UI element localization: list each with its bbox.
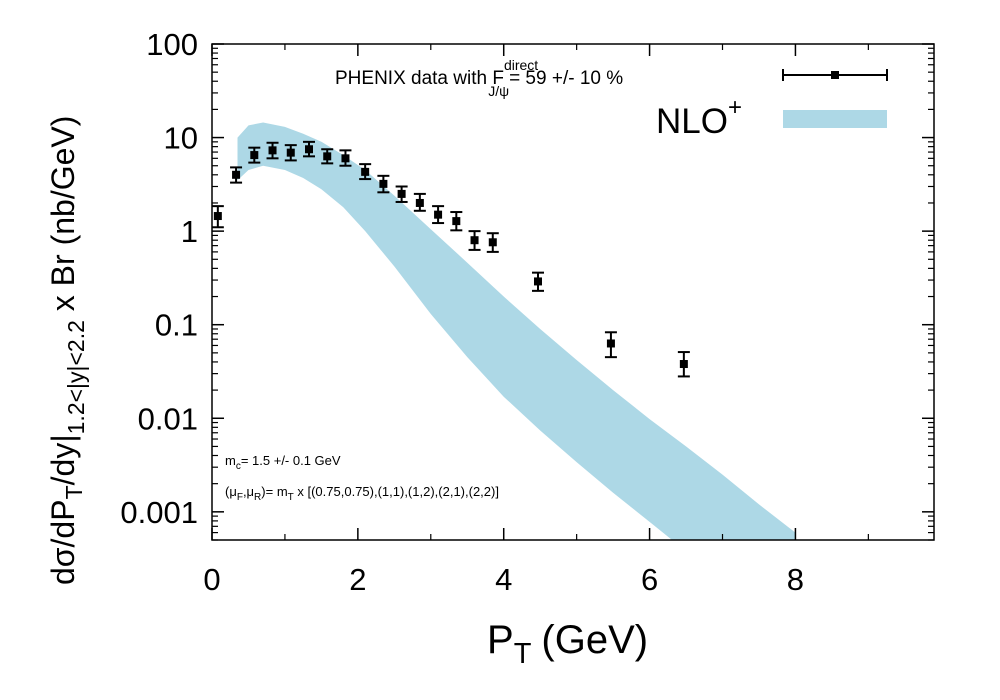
data-marker: [304, 145, 313, 154]
data-point: [531, 271, 544, 292]
data-marker: [679, 360, 688, 369]
y-tick-label: 0.1: [155, 308, 198, 343]
data-point: [395, 185, 408, 203]
data-marker: [470, 236, 479, 245]
x-axis-title: PT (GeV): [487, 618, 648, 670]
scales-annotation: (μF,μR)= mT x [(0.75,0.75),(1,1),(1,2),(…: [225, 484, 499, 503]
data-point: [468, 230, 481, 251]
data-point: [230, 166, 243, 184]
data-point: [359, 163, 372, 181]
x-tick-label: 2: [349, 562, 366, 597]
data-marker: [452, 217, 461, 226]
legend-nlo-swatch: [783, 110, 887, 128]
y-tick-label: 10: [164, 121, 198, 156]
y-tick-label: 1: [181, 214, 198, 249]
data-point: [486, 232, 499, 253]
data-marker: [397, 189, 406, 198]
data-point: [450, 211, 463, 232]
data-marker: [323, 152, 332, 161]
nlo-band: [237, 122, 796, 540]
data-marker: [379, 179, 388, 188]
data-marker: [341, 154, 350, 163]
legend-errorbar-sample: [782, 69, 888, 81]
legend-nlo-label: NLO+: [656, 94, 742, 141]
y-tick-label: 0.01: [138, 401, 198, 436]
data-marker: [533, 277, 542, 286]
data-point: [211, 205, 224, 229]
data-point: [677, 351, 690, 378]
data-marker: [606, 339, 615, 348]
data-point: [266, 141, 279, 160]
data-point: [321, 148, 334, 165]
data-point: [248, 146, 261, 164]
plot-frame: [211, 43, 935, 541]
mass-annotation: mc= 1.5 +/- 0.1 GeV: [225, 453, 341, 472]
data-marker: [488, 238, 497, 247]
y-tick-label: 0.001: [120, 495, 198, 530]
data-marker: [415, 198, 424, 207]
data-marker: [232, 170, 241, 179]
data-point: [339, 149, 352, 167]
y-tick-label: 100: [146, 27, 198, 62]
y-axis-title: dσ/dPT/dy|1.2<|y|<2.2 x Br (nb/GeV): [45, 116, 89, 585]
legend-data-label: PHENIX data with Fdirect J/ψ= 59 +/- 10 %: [335, 57, 623, 99]
data-marker: [268, 146, 277, 155]
data-point: [413, 192, 426, 212]
data-point: [432, 205, 445, 225]
x-tick-label: 6: [641, 562, 658, 597]
x-tick-label: 8: [787, 562, 804, 597]
data-point: [604, 331, 617, 359]
data-marker: [213, 212, 222, 221]
x-tick-label: 4: [495, 562, 512, 597]
data-marker: [361, 167, 370, 176]
data-point: [377, 174, 390, 194]
data-marker: [434, 210, 443, 219]
data-marker: [250, 151, 259, 160]
data-marker: [286, 148, 295, 157]
data-point: [302, 140, 315, 158]
data-point: [284, 144, 297, 162]
x-tick-label: 0: [203, 562, 220, 597]
